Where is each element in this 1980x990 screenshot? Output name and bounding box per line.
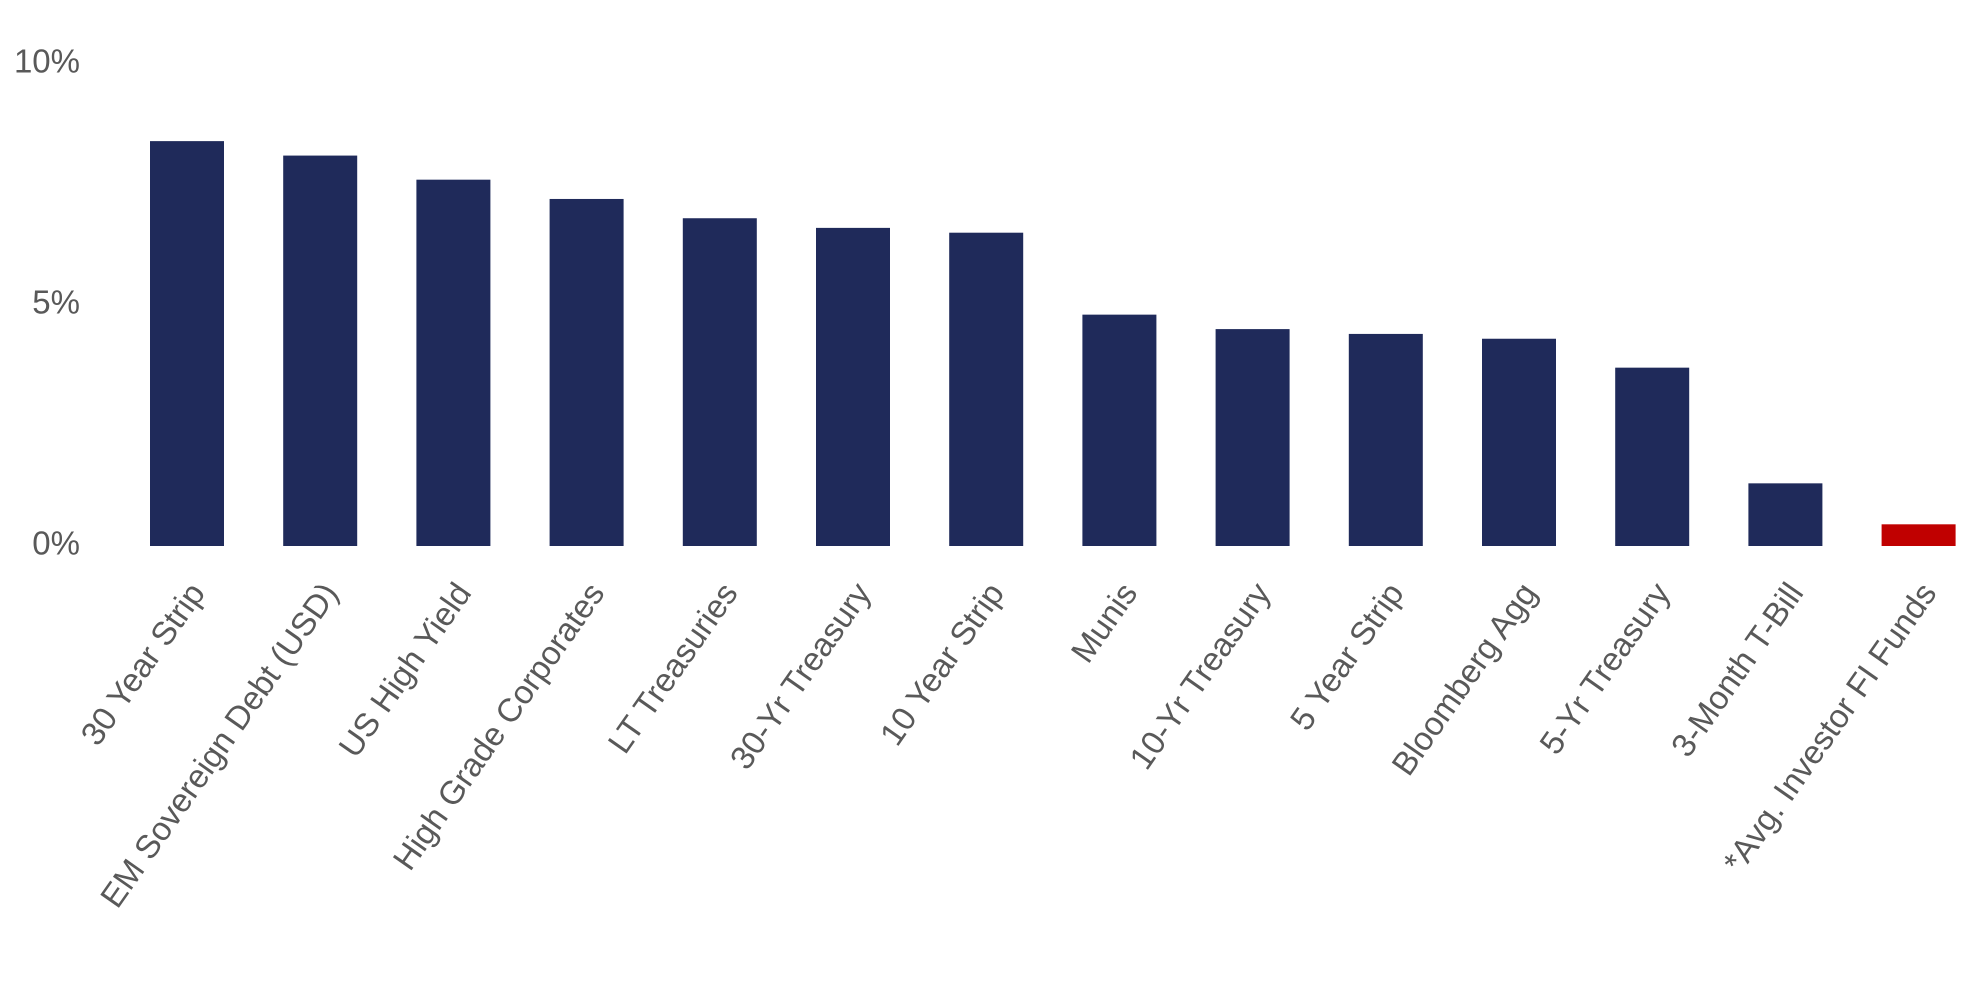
bar	[283, 155, 358, 546]
x-tick-label: Bloomberg Agg	[1384, 576, 1544, 782]
x-tick-label: Munis	[1063, 576, 1144, 669]
x-tick-label: 10 Year Strip	[872, 576, 1011, 752]
bar	[1748, 483, 1823, 546]
bar	[150, 141, 224, 546]
bar	[682, 218, 757, 547]
x-tick-label: LT Treasuries	[600, 576, 744, 760]
y-tick-label: 0%	[32, 525, 80, 562]
bar	[416, 179, 491, 546]
x-tick-label: EM Sovereign Debt (USD)	[93, 576, 345, 914]
bar	[1482, 338, 1556, 546]
x-tick-label: 5 Year Strip	[1283, 576, 1411, 737]
bar	[816, 227, 890, 546]
x-tick-label: 3-Month T-Bill	[1664, 576, 1811, 763]
x-tick-label: 5-Yr Treasury	[1532, 575, 1677, 760]
y-tick-label: 5%	[32, 284, 80, 321]
bar	[1615, 367, 1690, 546]
bar	[1348, 333, 1423, 546]
x-tick-label: US High Yield	[331, 576, 478, 764]
bar	[1881, 524, 1956, 546]
bar	[1082, 314, 1157, 546]
y-tick-label: 10%	[14, 43, 80, 80]
x-tick-label: 30-Yr Treasury	[722, 575, 878, 775]
x-tick-label: 30 Year Strip	[73, 576, 212, 752]
bar	[1215, 329, 1290, 546]
bar	[949, 232, 1024, 546]
bar	[549, 198, 624, 546]
x-tick-label: 10-Yr Treasury	[1122, 575, 1278, 775]
